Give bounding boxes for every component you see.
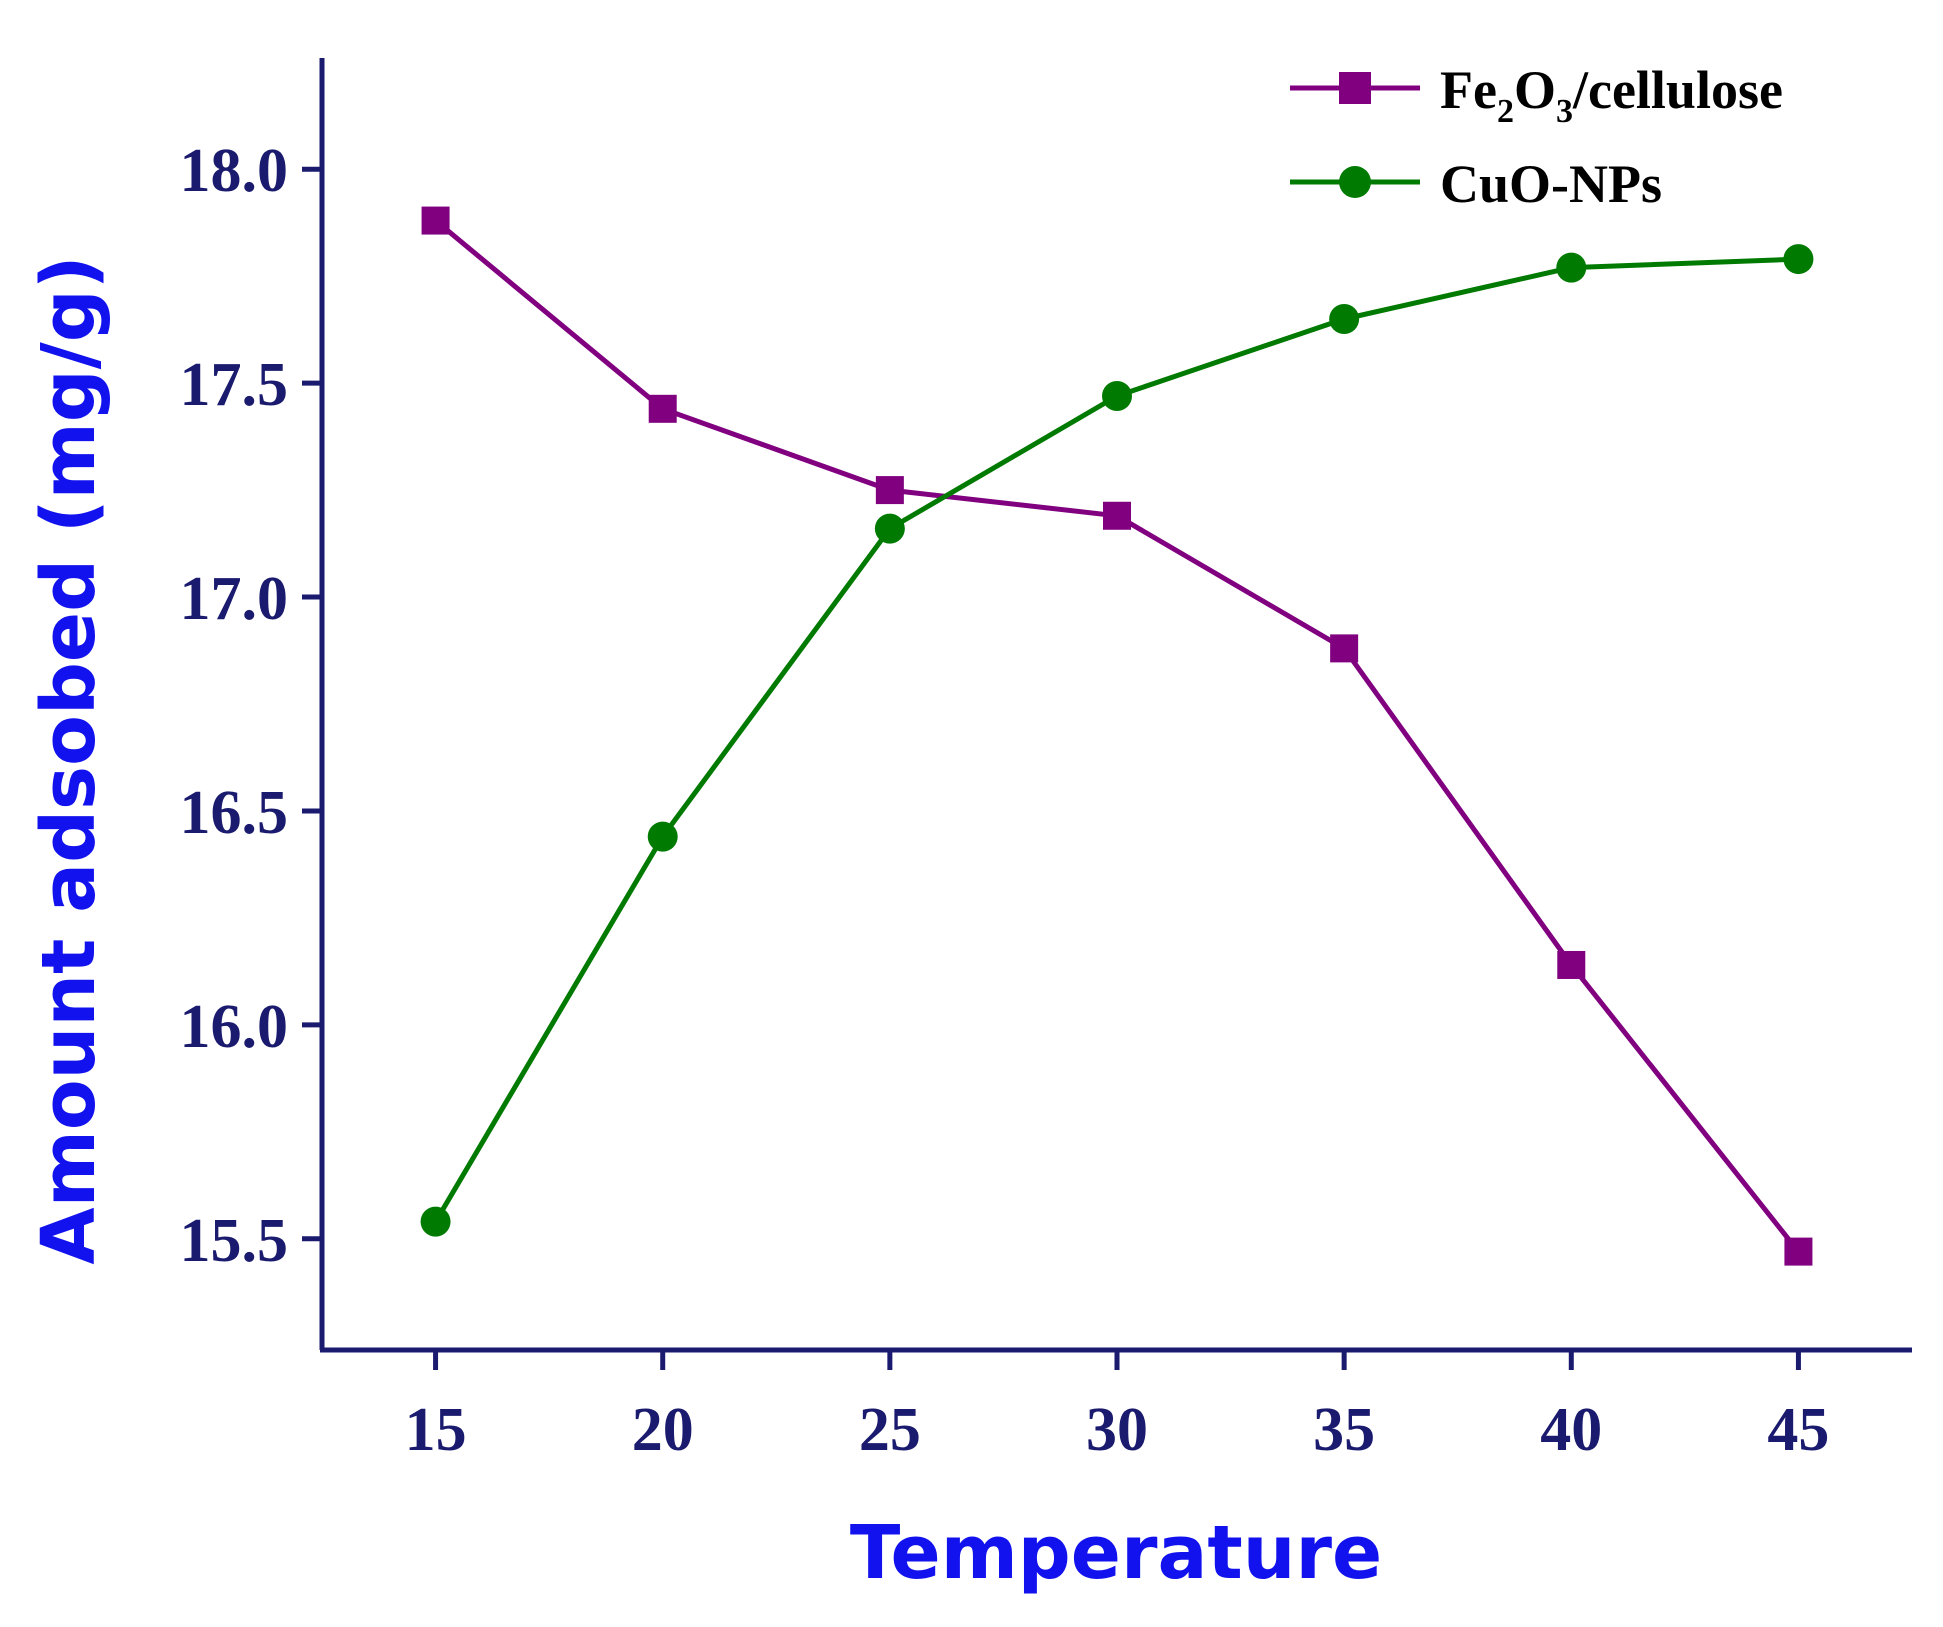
y-axis-title: Amount adsobed (mg/g) (26, 255, 112, 1264)
data-point (1329, 303, 1360, 334)
y-tick-label: 17.5 (180, 351, 289, 419)
y-tick-label: 15.5 (180, 1207, 289, 1275)
legend-item-fe2o3-cellulose: Fe2O3/cellulose (1290, 60, 1783, 130)
x-tick-label: 25 (859, 1396, 921, 1464)
x-tick-label: 15 (405, 1396, 467, 1464)
data-point (1783, 244, 1814, 275)
y-tick-label: 18.0 (180, 137, 289, 205)
data-point (648, 394, 677, 423)
legend-item-cuo-nps: CuO-NPs (1290, 154, 1662, 214)
ticks: 15 20 25 30 35 40 45 15.5 16.0 16.5 17.0 17.5 18.0 (180, 137, 1830, 1464)
series-layer (420, 206, 1814, 1266)
data-point (874, 513, 905, 544)
x-tick-label: 35 (1313, 1396, 1375, 1464)
axes (319, 58, 1912, 1353)
legend-label-fe2o3-cellulose: Fe2O3/cellulose (1440, 60, 1783, 130)
legend-marker-square (1339, 72, 1371, 104)
x-axis-title: Temperature (850, 1510, 1382, 1596)
data-point (875, 476, 904, 505)
legend-label-cuo-nps: CuO-NPs (1440, 154, 1662, 214)
data-point (1556, 252, 1587, 283)
data-point (647, 821, 678, 852)
legend: Fe2O3/cellulose CuO-NPs (1290, 60, 1783, 214)
x-tick-label: 40 (1540, 1396, 1602, 1464)
data-point (1103, 501, 1131, 530)
x-tick-label: 45 (1767, 1396, 1829, 1464)
data-point (1330, 634, 1359, 663)
series-cuo-nps (420, 244, 1814, 1237)
y-tick-label: 16.0 (180, 993, 289, 1061)
series-line (434, 218, 1801, 1254)
data-point (1557, 950, 1586, 979)
data-point (420, 1206, 451, 1237)
y-tick-label: 16.5 (180, 779, 289, 847)
y-tick-label: 17.0 (180, 565, 289, 633)
data-point (1784, 1237, 1813, 1266)
x-tick-label: 30 (1086, 1396, 1148, 1464)
legend-marker-circle (1339, 166, 1371, 198)
series-fe2o3-cellulose (421, 206, 1813, 1266)
data-point (1102, 380, 1132, 411)
x-tick-label: 20 (632, 1396, 694, 1464)
data-point (421, 206, 450, 235)
